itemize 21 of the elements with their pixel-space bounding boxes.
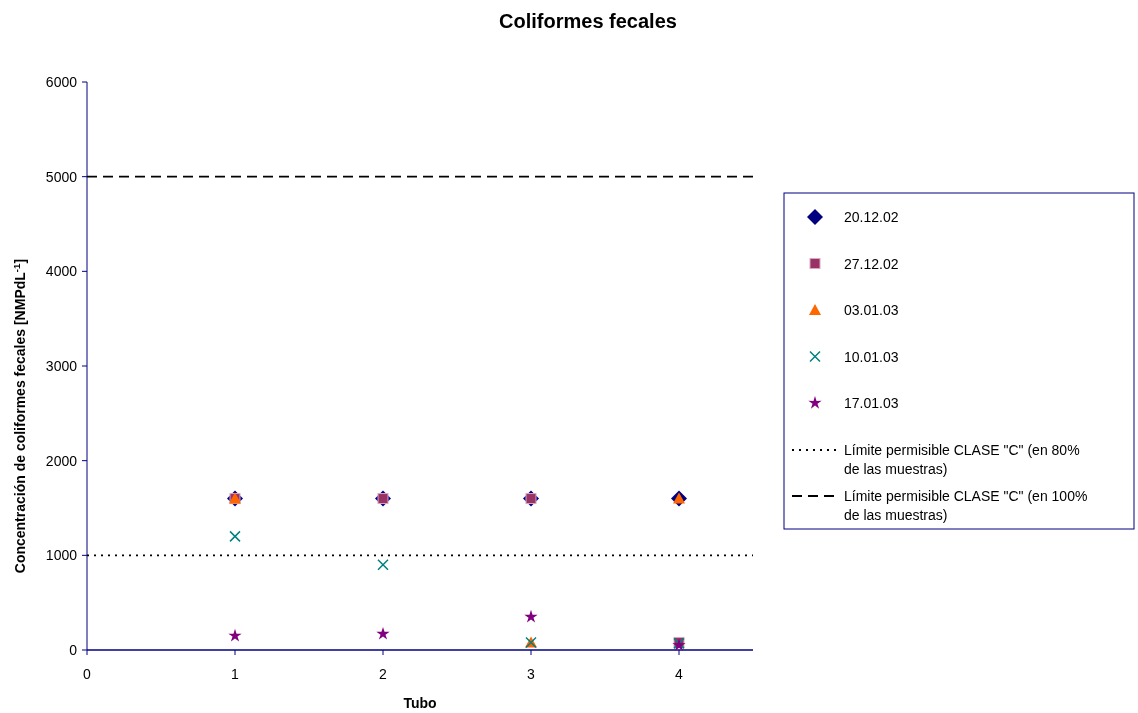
x-tick-label: 2 bbox=[379, 666, 388, 682]
legend-label: Límite permisible CLASE "C" (en 100% de las muestras) bbox=[844, 488, 1088, 523]
y-tick-label: 0 bbox=[69, 642, 78, 658]
x-tick-label: 4 bbox=[675, 666, 684, 682]
y-tick-label: 4000 bbox=[45, 263, 78, 280]
x-tick-label: 1 bbox=[231, 666, 240, 682]
legend-label: Límite permisible CLASE "C" (en 80% de las muestras) bbox=[844, 442, 1080, 477]
y-tick-label: 5000 bbox=[45, 168, 78, 185]
legend-label: 10.01.03 bbox=[844, 348, 899, 365]
legend-label: 27.12.02 bbox=[844, 255, 899, 272]
y-tick-label: 6000 bbox=[45, 74, 78, 90]
legend-label: 03.01.03 bbox=[844, 302, 899, 318]
x-tick-label: 0 bbox=[83, 666, 92, 682]
y-tick-label: 2000 bbox=[45, 452, 78, 469]
y-tick-label: 1000 bbox=[45, 547, 78, 564]
y-tick-label: 3000 bbox=[45, 358, 78, 374]
x-tick-label: 3 bbox=[527, 666, 536, 682]
chart-title: Coliformes fecales bbox=[499, 10, 677, 32]
legend-label: 20.12.02 bbox=[844, 209, 899, 225]
legend-label: 17.01.03 bbox=[844, 395, 899, 411]
x-axis-title: Tubo bbox=[403, 695, 437, 711]
